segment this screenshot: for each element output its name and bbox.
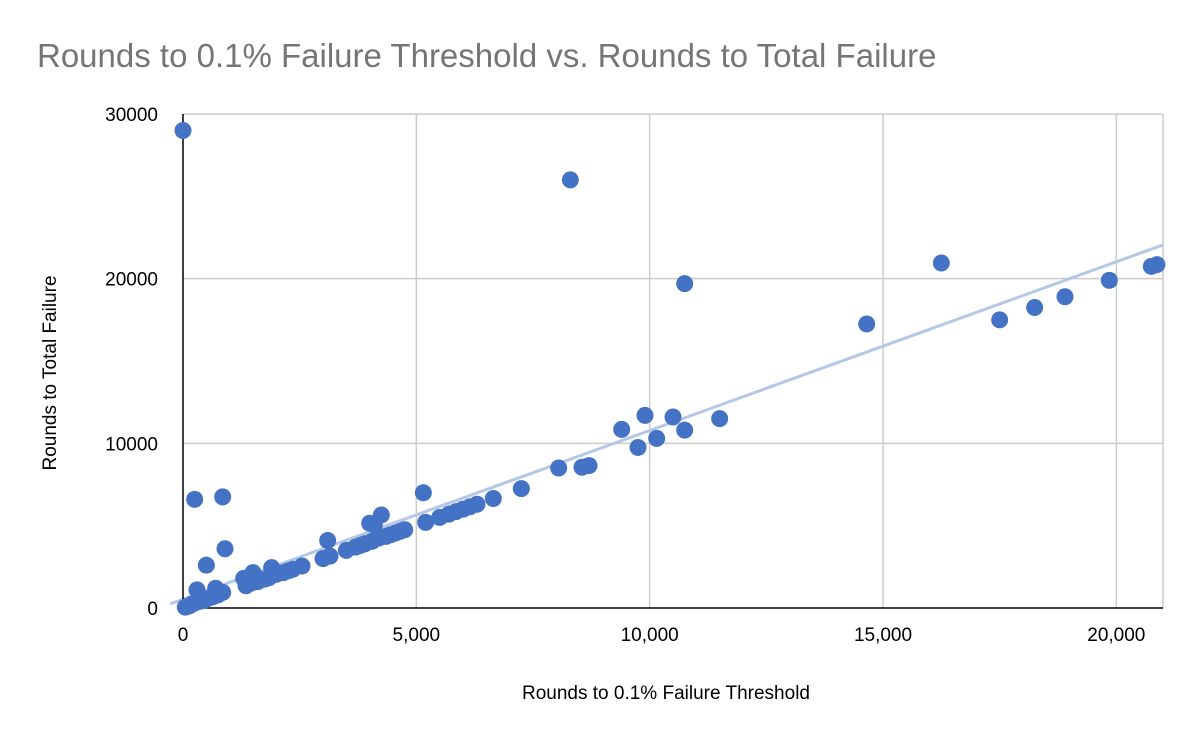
data-point	[1100, 271, 1118, 289]
y-tick-label: 30000	[105, 105, 158, 126]
data-point	[186, 490, 204, 508]
data-point	[197, 556, 215, 574]
data-point	[858, 315, 876, 333]
data-point	[711, 410, 729, 428]
gridlines	[183, 113, 1164, 608]
data-point	[174, 121, 192, 139]
data-points	[174, 121, 1166, 616]
x-tick-label: 5,000	[393, 625, 441, 646]
x-tick-label: 15,000	[854, 625, 912, 646]
data-point	[417, 513, 435, 531]
trendline-group	[169, 243, 1164, 606]
y-tick-label: 10000	[105, 434, 158, 455]
data-point	[365, 516, 383, 534]
data-point	[991, 311, 1009, 329]
y-tick-label: 0	[147, 599, 158, 620]
data-point	[484, 489, 502, 507]
data-point	[431, 508, 449, 526]
y-tick-labels: 0 10000 20000 30000	[105, 105, 158, 620]
data-point	[648, 429, 666, 447]
data-point	[664, 408, 682, 426]
y-axis-title: Rounds to Total Failure	[40, 275, 61, 470]
data-point	[337, 541, 355, 559]
data-point	[932, 254, 950, 272]
data-point	[319, 531, 337, 549]
data-point	[561, 171, 579, 189]
data-point	[235, 569, 253, 587]
trendline	[169, 243, 1164, 606]
x-tick-label: 20,000	[1087, 625, 1145, 646]
data-point	[1056, 288, 1074, 306]
data-point	[1026, 298, 1044, 316]
x-tick-label: 0	[178, 625, 189, 646]
data-point	[176, 598, 194, 616]
data-point	[676, 275, 694, 293]
data-point	[512, 480, 530, 498]
data-point	[676, 421, 694, 439]
x-tick-label: 10,000	[621, 625, 679, 646]
y-tick-label: 20000	[105, 270, 158, 291]
data-point	[414, 484, 432, 502]
data-point	[214, 488, 232, 506]
chart-title: Rounds to 0.1% Failure Threshold vs. Rou…	[37, 37, 936, 74]
data-point	[613, 420, 631, 438]
data-point	[580, 457, 598, 475]
data-point	[216, 540, 234, 558]
x-tick-labels: 0 5,000 10,000 15,000 20,000	[178, 625, 1146, 646]
data-point	[636, 406, 654, 424]
data-point	[629, 438, 647, 456]
x-axis-title: Rounds to 0.1% Failure Threshold	[522, 683, 810, 704]
data-point	[1148, 256, 1166, 274]
data-point	[550, 459, 568, 477]
data-point	[314, 550, 332, 568]
